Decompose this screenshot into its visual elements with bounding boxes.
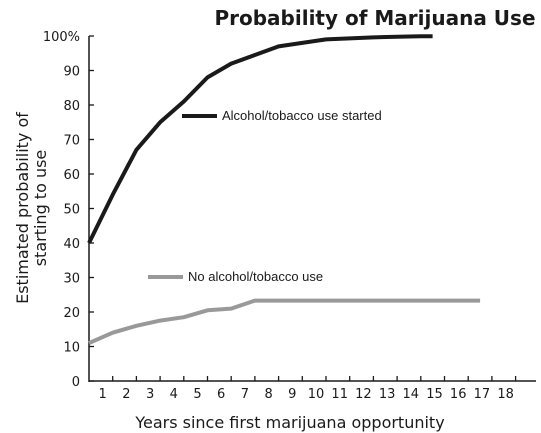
x-tick-label: 2 [122,387,130,402]
x-tick-label: 11 [331,387,348,402]
series-lines [87,34,481,345]
y-tick-label: 70 [63,134,80,149]
y-tick-label: 90 [63,65,80,80]
legend-label-no-alcohol: No alcohol/tobacco use [188,269,323,284]
x-tick-label: 18 [497,387,514,402]
x-tick-label: 10 [308,387,325,402]
legend-gray: No alcohol/tobacco use [148,269,323,284]
x-tick-label: 7 [241,387,249,402]
y-tick-label: 60 [63,168,80,183]
y-axis-ticks: 0 10 20 30 40 50 60 70 80 90 100% [43,30,94,390]
y-tick-label: 40 [63,237,80,252]
x-tick-label: 12 [355,387,372,402]
y-tick-label: 50 [63,203,80,218]
x-tick-label: 13 [379,387,396,402]
x-tick-label: 16 [450,387,467,402]
x-axis-ticks: 1 2 3 4 5 6 7 8 9 10 11 12 13 14 15 16 17 18 [99,376,517,402]
y-tick-label: 30 [63,272,80,287]
y-tick-label: 80 [63,99,80,114]
x-tick-label: 8 [264,387,272,402]
x-tick-label: 15 [426,387,443,402]
y-axis-title-line-2: starting to use [31,150,50,267]
x-tick-label: 6 [217,387,225,402]
x-tick-label: 5 [193,387,201,402]
series-line-alcohol [87,34,433,244]
x-tick-label: 17 [474,387,491,402]
x-tick-label: 9 [288,387,296,402]
y-tick-label: 100% [43,30,80,45]
y-tick-label: 10 [63,341,80,356]
series-line-no-alcohol [88,298,481,345]
x-tick-label: 1 [99,387,107,402]
x-tick-label: 14 [403,387,420,402]
legend-label-alcohol: Alcohol/tobacco use started [222,108,382,123]
y-tick-label: 0 [72,375,80,390]
y-axis-title: Estimated probability of starting to use [13,112,50,304]
x-axis-title: Years since first marijuana opportunity [134,413,444,432]
x-tick-label: 3 [146,387,154,402]
y-tick-label: 20 [63,306,80,321]
legend-black: Alcohol/tobacco use started [182,108,382,123]
x-tick-label: 4 [170,387,178,402]
chart-title: Probability of Marijuana Use [214,6,535,30]
y-axis-title-line-1: Estimated probability of [13,112,32,304]
